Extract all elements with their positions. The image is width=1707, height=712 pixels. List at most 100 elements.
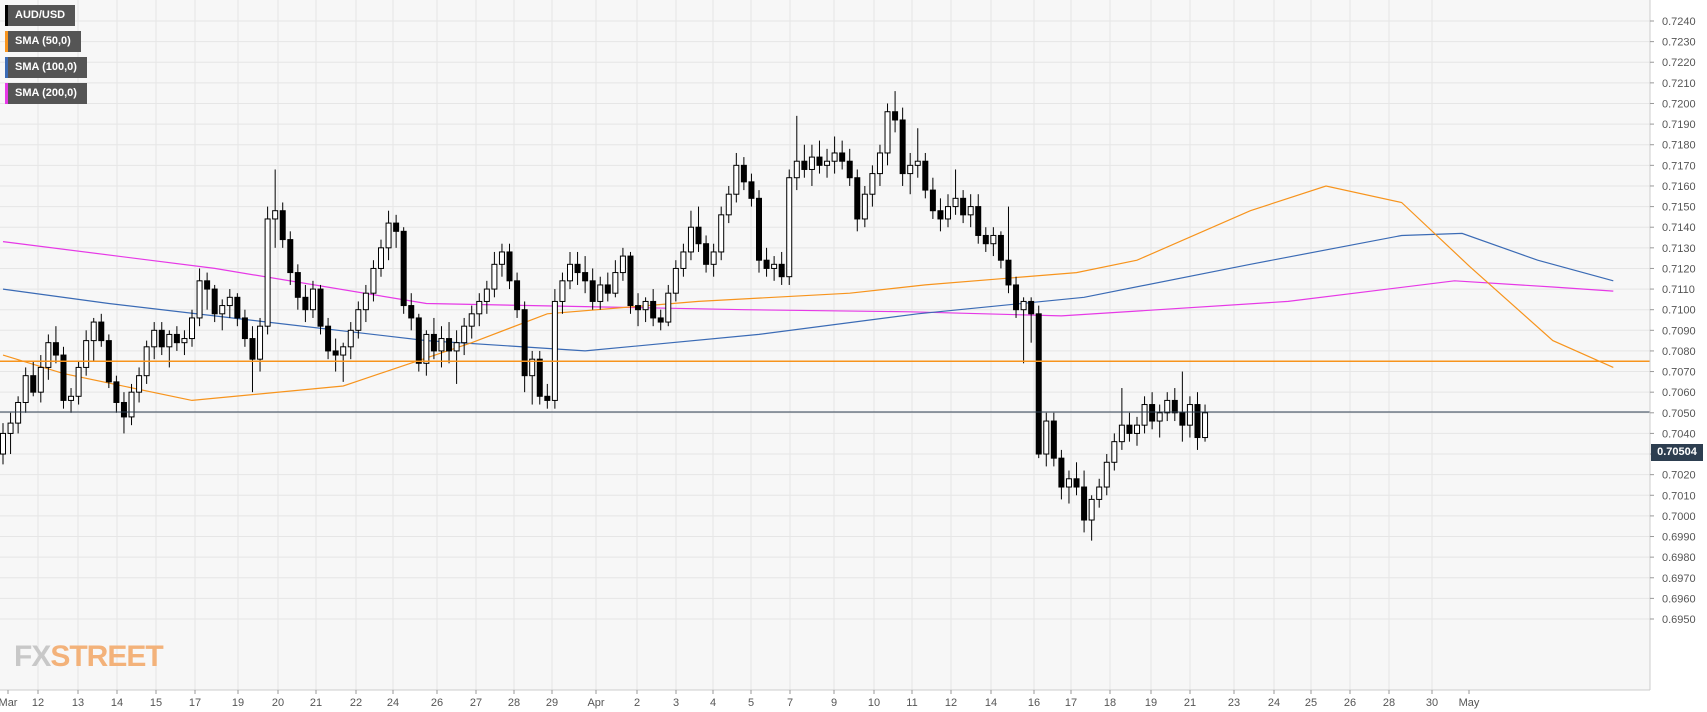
candle-body-bull [672,267,679,294]
candle [695,206,702,252]
candle [839,140,846,170]
candle [325,317,332,360]
x-tick-label: 22 [350,697,362,709]
legend-label: SMA (50,0) [15,35,71,47]
candle-body-bull [37,366,44,393]
candle [1050,412,1057,467]
x-tick-label: 12 [32,697,44,709]
candle [476,293,483,327]
candle [173,326,180,351]
x-tick-label: 11 [906,697,917,709]
y-tick-label: 0.6970 [1662,573,1696,585]
candle-body-bear [846,160,853,179]
y-tick-label: 0.6990 [1662,532,1696,544]
candle [128,383,135,426]
legend-item-audusd[interactable]: AUD/USD [5,5,76,26]
candle-body-bull [461,325,468,344]
candle-body-bull [597,284,604,302]
candle [45,334,52,380]
candle-body-bull [1118,424,1125,443]
candle-body-bull [219,305,226,315]
candle [619,247,626,281]
candle-body-bull [340,346,347,356]
candle-body-bull [861,193,868,220]
candle [1088,495,1095,541]
candle-body-bear [408,305,415,319]
candle [1005,206,1012,294]
candle-body-bull [1156,412,1163,422]
candle [211,284,218,323]
legend-item-sma50[interactable]: SMA (50,0) [5,31,81,52]
candle-body-bear [158,329,165,348]
candle-body-bull [347,329,354,348]
candle [952,169,959,215]
y-tick-label: 0.6960 [1662,593,1696,605]
y-tick-label: 0.7060 [1662,387,1696,399]
candle-body-bull [559,280,566,302]
candle [778,251,785,285]
candle-body-bull [7,422,14,434]
candle [83,330,90,376]
candle [1058,449,1065,500]
legend-item-sma100[interactable]: SMA (100,0) [5,57,87,78]
candle [120,392,127,434]
x-tick-label: 14 [985,697,997,709]
candle [498,243,505,277]
candle-body-bear [899,119,906,175]
candle [1149,392,1156,430]
x-tick-label: 2 [634,697,640,709]
candle-body-bull [476,300,483,315]
fxstreet-logo: FXSTREET [14,640,164,673]
candle-body-bear [1058,457,1065,488]
candle-body-bear [763,259,770,269]
candle-body-bear [627,255,634,307]
candle [241,309,248,347]
candle-body-bear [748,181,755,199]
candle [725,185,732,224]
candle-body-bull [1103,461,1110,488]
candle-body-bull [619,255,626,274]
candle-body-bear [113,381,120,403]
candle [423,330,430,376]
x-tick-label: 21 [310,697,322,709]
candle [876,144,883,186]
candle [287,231,294,285]
candle [151,322,158,360]
y-tick-label: 0.7160 [1662,181,1696,193]
candle [808,144,815,186]
x-tick-label: 9 [831,697,837,709]
candle [491,251,498,298]
candle-body-bull [264,218,271,327]
candle [642,297,649,323]
candle-body-bear [892,111,899,121]
candle-body-bull [90,321,97,342]
candle [15,396,22,434]
x-tick-label: 24 [1268,697,1280,709]
candle-body-bear [544,395,551,401]
candle-body-bear [317,288,324,327]
candle-body-bear [234,296,241,319]
candle [461,317,468,356]
candle [430,317,437,360]
legend-item-sma200[interactable]: SMA (200,0) [5,83,87,104]
candle [559,272,566,314]
x-tick-label: Mar [0,697,18,709]
candle [861,185,868,228]
legend-swatch [5,83,8,104]
candle-body-bull [945,206,951,220]
legend: AUD/USD SMA (50,0) SMA (100,0) SMA (200,… [5,5,87,109]
current-price-tag: 0.70504 [1651,444,1703,461]
candle-body-bear [1035,313,1042,455]
x-tick-label: 26 [431,697,443,709]
candle [793,115,800,191]
candle [1028,297,1035,343]
candle [589,268,596,310]
candle [1164,392,1171,422]
candle-body-bull [75,366,82,397]
candle [536,350,543,405]
candle-body-bear [756,197,762,261]
candle [1126,412,1133,442]
candle-body-bull [876,152,883,175]
candle [355,301,362,339]
candle [1096,478,1103,508]
